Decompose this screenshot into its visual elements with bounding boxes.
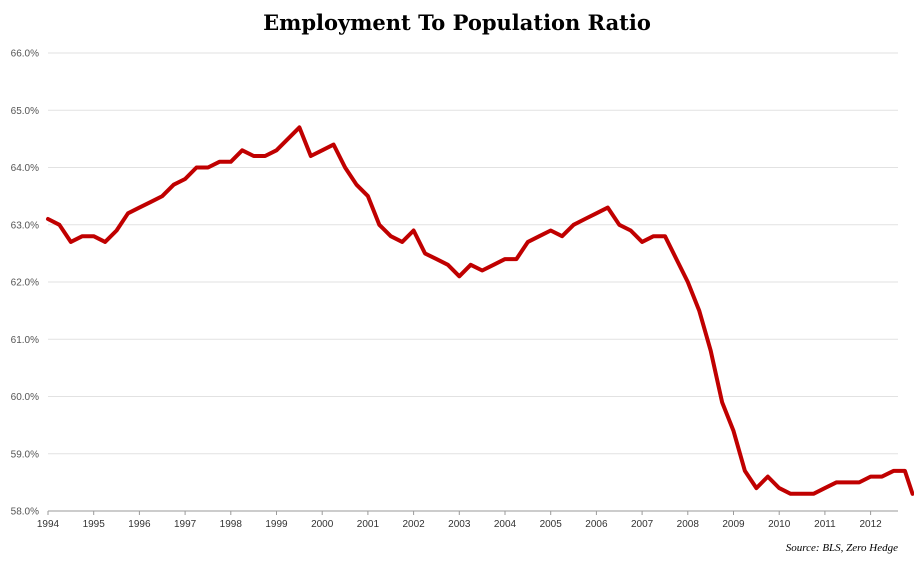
y-tick-label: 63.0% xyxy=(11,220,39,231)
x-tick-label: 2010 xyxy=(768,519,791,530)
y-tick-label: 65.0% xyxy=(11,106,39,117)
x-tick-label: 2001 xyxy=(357,519,380,530)
series-layer xyxy=(46,125,914,496)
y-tick-label: 61.0% xyxy=(11,335,39,346)
x-tick-label: 2009 xyxy=(722,519,745,530)
x-tick-label: 1996 xyxy=(128,519,151,530)
y-tick-label: 64.0% xyxy=(11,163,39,174)
y-tick-label: 58.0% xyxy=(11,507,39,518)
y-axis-tick-labels: 58.0% 59.0% 60.0% 61.0% 62.0% 63.0% 64.0% 65.0%… xyxy=(11,49,39,518)
x-tick-label: 2011 xyxy=(814,519,836,530)
y-tick-label: 62.0% xyxy=(11,278,39,289)
x-tick-label: 1995 xyxy=(83,519,106,530)
x-tick-label: 2000 xyxy=(311,519,334,530)
x-tick-label: 1999 xyxy=(265,519,288,530)
x-tick-label: 2004 xyxy=(494,519,517,530)
x-tick-label: 2002 xyxy=(402,519,425,530)
y-tick-label: 60.0% xyxy=(11,392,39,403)
x-tick-label: 1998 xyxy=(220,519,243,530)
x-tick-label: 1994 xyxy=(37,519,60,530)
series-line xyxy=(46,125,914,496)
x-tick-label: 2008 xyxy=(677,519,700,530)
source-note: Source: BLS, Zero Hedge xyxy=(786,542,898,554)
y-tick-label: 59.0% xyxy=(11,449,39,460)
x-tick-label: 1997 xyxy=(174,519,197,530)
x-tick-label: 2012 xyxy=(859,519,882,530)
x-tick-label: 2005 xyxy=(540,519,563,530)
y-tick-label: 66.0% xyxy=(11,49,39,60)
gridlines xyxy=(48,52,898,455)
x-tick-label: 2007 xyxy=(631,519,654,530)
x-tick-label: 2006 xyxy=(585,519,608,530)
x-tick-label: 2003 xyxy=(448,519,471,530)
chart-title: Employment To Population Ratio xyxy=(263,10,651,35)
x-axis-tick-labels: 1994 1995 1996 1997 1998 1999 2000 2001 2002 2003… xyxy=(37,511,882,530)
